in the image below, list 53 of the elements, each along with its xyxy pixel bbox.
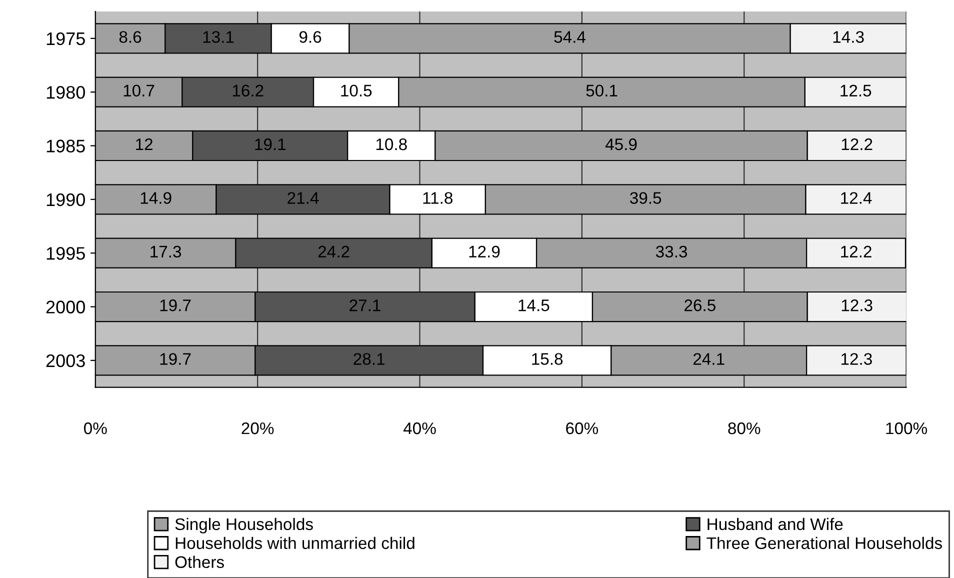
data-label: 50.1 — [586, 84, 618, 97]
data-label: 10.5 — [341, 84, 372, 97]
legend-label: Husband and Wife — [708, 518, 843, 530]
y-tick-label: 1990 — [46, 193, 85, 206]
data-label: 28.1 — [354, 353, 384, 365]
data-label: 15.8 — [532, 353, 563, 365]
data-label: 12.3 — [842, 299, 872, 312]
data-label: 10.7 — [124, 84, 154, 97]
legend-label: Single Households — [175, 518, 313, 534]
data-label: 21.4 — [288, 192, 319, 204]
data-label: 19.7 — [160, 353, 191, 365]
data-label: 45.9 — [605, 138, 637, 150]
y-tick-label: 1980 — [46, 86, 85, 99]
y-tick-label: 2000 — [46, 300, 85, 314]
x-tick-label: 100% — [886, 422, 928, 434]
data-label: 12.5 — [840, 84, 872, 97]
data-label: 19.1 — [255, 138, 286, 150]
data-label: 24.1 — [693, 353, 724, 365]
data-label: 19.7 — [160, 299, 191, 312]
data-label: 14.3 — [833, 31, 864, 43]
legend-label: Others — [175, 556, 224, 568]
data-label: 24.2 — [318, 246, 350, 258]
x-tick-label: 60% — [566, 422, 598, 434]
data-label: 11.8 — [423, 192, 452, 204]
data-label: 12.9 — [469, 246, 500, 258]
data-label: 12.3 — [841, 353, 872, 365]
legend-label: Three Generational Households — [706, 536, 942, 550]
data-label: 54.4 — [554, 31, 586, 43]
data-label: 13.1 — [203, 31, 234, 43]
x-tick-label: 40% — [403, 422, 436, 434]
data-label: 8.6 — [119, 31, 142, 43]
data-label: 12.4 — [841, 192, 872, 204]
y-tick-label: 1985 — [46, 140, 85, 152]
y-tick-label: 1995 — [46, 247, 85, 260]
x-tick-label: 20% — [242, 422, 274, 434]
data-label: 27.1 — [350, 299, 380, 312]
x-tick-label: 80% — [728, 422, 760, 434]
x-tick-label: 0% — [84, 422, 107, 434]
data-label: 33.3 — [656, 246, 688, 258]
data-label: 12 — [136, 138, 152, 150]
y-tick-label: 1975 — [46, 32, 85, 46]
data-label: 14.5 — [518, 300, 550, 312]
data-label: 12.2 — [841, 246, 872, 258]
data-label: 14.9 — [140, 192, 172, 204]
data-label: 12.2 — [842, 138, 872, 150]
data-label: 26.5 — [684, 299, 716, 312]
data-label: 9.6 — [299, 31, 322, 43]
data-label: 16.2 — [232, 84, 264, 97]
data-label: 39.5 — [630, 192, 662, 204]
legend-label: Households with unmarried child — [176, 536, 414, 550]
data-label: 10.8 — [376, 138, 407, 150]
y-tick-label: 2003 — [46, 354, 85, 368]
data-label: 17.3 — [150, 246, 182, 258]
